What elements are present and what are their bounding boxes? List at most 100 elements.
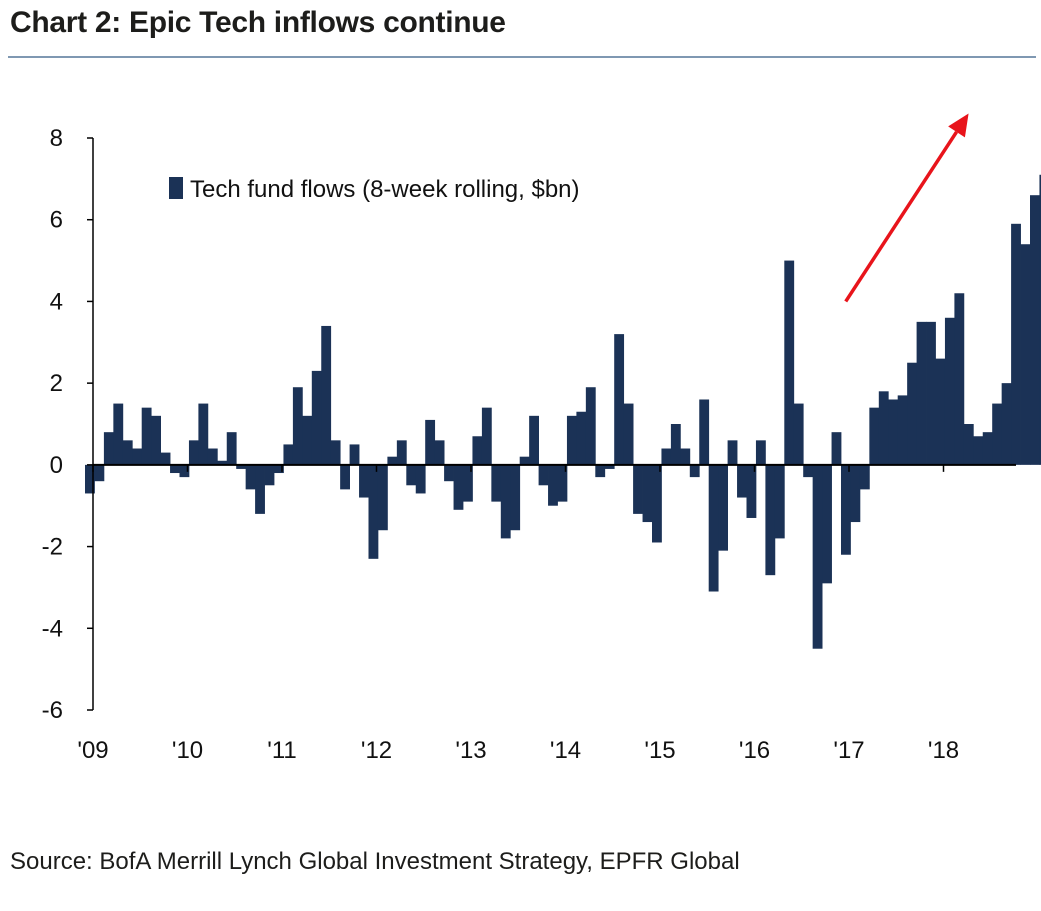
bar [236, 464, 247, 469]
bar [302, 415, 313, 465]
bar [340, 464, 350, 490]
y-tick-label: -2 [42, 534, 63, 561]
bar [311, 370, 322, 465]
bar [633, 464, 643, 514]
bar [954, 293, 965, 465]
x-tick-label: '11 [267, 737, 297, 764]
y-tick-label: 8 [50, 125, 63, 152]
bar [122, 440, 133, 465]
bar [859, 464, 870, 490]
bar [510, 464, 521, 531]
title-divider [8, 56, 1036, 58]
bar [982, 432, 993, 465]
trend-arrow-line [844, 130, 959, 303]
bar [141, 407, 152, 465]
y-tick-label: 4 [50, 288, 63, 315]
x-tick-label: '17 [833, 737, 864, 764]
bar [113, 403, 124, 465]
bar [765, 464, 776, 576]
bar [387, 456, 398, 465]
y-tick-label: -4 [42, 615, 63, 642]
bar [916, 321, 927, 465]
bar [718, 464, 728, 551]
bar [1039, 174, 1041, 465]
legend-swatch [169, 177, 183, 199]
bar [992, 403, 1003, 465]
bar [935, 358, 946, 465]
bar [188, 440, 199, 465]
bar [472, 436, 483, 465]
bar [822, 464, 832, 584]
bar [1001, 383, 1012, 465]
bar [670, 424, 681, 465]
bar [755, 440, 766, 465]
bar [1030, 195, 1040, 465]
bar [888, 399, 899, 465]
y-tick-label: 2 [50, 370, 63, 397]
bar [245, 464, 256, 490]
legend: Tech fund flows (8-week rolling, $bn) [169, 176, 580, 203]
bar [283, 444, 294, 465]
bar [500, 464, 511, 539]
x-tick-label: '12 [361, 737, 392, 764]
bar [652, 464, 662, 543]
bar [415, 464, 426, 494]
bar [207, 448, 218, 465]
bar [944, 317, 955, 465]
bar [850, 464, 861, 523]
bar [529, 415, 539, 465]
bar [132, 448, 143, 465]
bar [179, 464, 190, 478]
trend-arrow-head [948, 113, 969, 138]
bar [151, 415, 161, 465]
bar [453, 464, 464, 510]
bar [359, 464, 369, 498]
bar [368, 464, 379, 559]
y-tick-label: -6 [42, 697, 63, 724]
x-axis-ticks: '09 '10 '11 '12 '13 '14 '15 '16 '17 '18 [77, 464, 959, 764]
bar [784, 260, 795, 465]
bar [321, 325, 332, 465]
bar [1011, 223, 1021, 465]
trend-arrow-annotation [844, 113, 969, 303]
bar [897, 395, 908, 465]
legend-label: Tech fund flows (8-week rolling, $bn) [190, 176, 580, 203]
bar [812, 464, 823, 649]
bar [557, 464, 568, 502]
bar [566, 415, 577, 465]
bar [481, 407, 492, 465]
bar [274, 464, 284, 474]
bar [661, 448, 672, 465]
bar [255, 464, 265, 514]
y-tick-label: 6 [50, 207, 63, 234]
bar [396, 440, 407, 465]
x-tick-label: '14 [550, 737, 581, 764]
bar [907, 362, 917, 465]
bar [642, 464, 653, 523]
bar [869, 407, 880, 465]
bar [708, 464, 719, 592]
bar [595, 464, 606, 478]
bar [406, 464, 417, 486]
bar [680, 448, 691, 465]
x-tick-label: '09 [77, 737, 108, 764]
bar [292, 387, 303, 465]
bar [841, 464, 851, 555]
bar [774, 464, 785, 539]
bar [926, 321, 936, 465]
bar [491, 464, 502, 502]
bar [585, 387, 596, 465]
bar [831, 432, 842, 465]
bar [377, 464, 388, 531]
bar [623, 403, 634, 465]
bar [737, 464, 747, 498]
bar [548, 464, 558, 506]
x-tick-label: '16 [739, 737, 770, 764]
x-tick-label: '10 [172, 737, 203, 764]
bar [793, 403, 804, 465]
chart-title: Chart 2: Epic Tech inflows continue [10, 6, 506, 39]
x-tick-label: '13 [455, 737, 486, 764]
bar [463, 464, 473, 502]
bar [604, 464, 615, 469]
